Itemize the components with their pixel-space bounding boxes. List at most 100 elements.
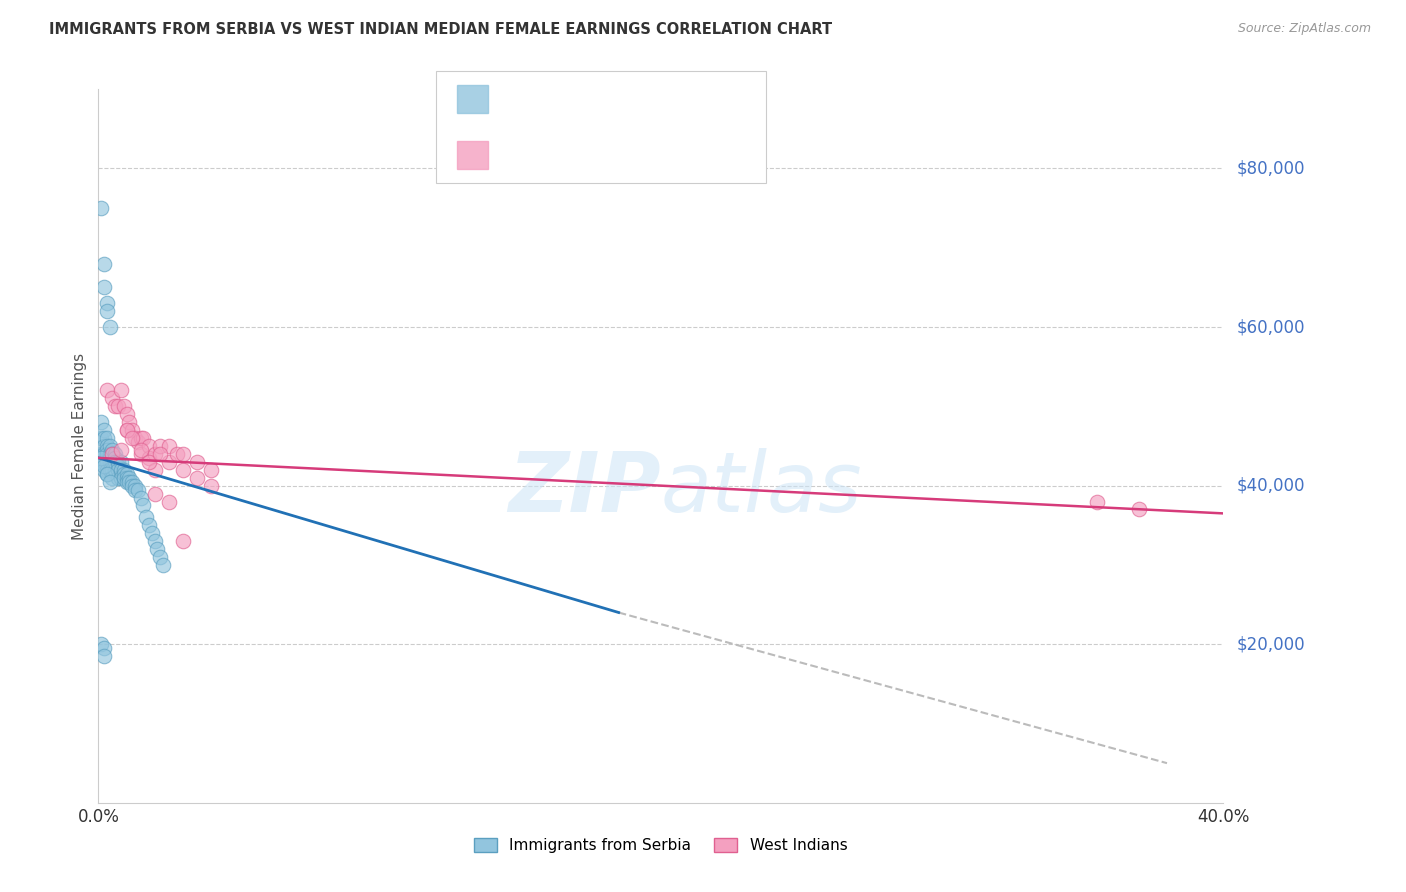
Point xyxy=(172,534,194,549)
Point xyxy=(115,407,138,421)
Point xyxy=(157,455,180,469)
Point xyxy=(104,400,127,414)
Point xyxy=(96,467,118,481)
Point xyxy=(96,447,118,461)
Y-axis label: Median Female Earnings: Median Female Earnings xyxy=(72,352,87,540)
Point xyxy=(132,431,155,445)
Point xyxy=(138,439,160,453)
Point xyxy=(104,463,127,477)
Point xyxy=(124,478,146,492)
Point xyxy=(107,471,129,485)
Point xyxy=(96,296,118,310)
Point xyxy=(118,415,141,429)
Point xyxy=(143,486,166,500)
Point xyxy=(101,455,124,469)
Point xyxy=(96,463,118,477)
Point xyxy=(104,455,127,469)
Point xyxy=(110,455,132,469)
Point xyxy=(96,455,118,469)
Point xyxy=(98,455,121,469)
Text: ZIP: ZIP xyxy=(508,449,661,529)
Point xyxy=(129,442,152,457)
Point xyxy=(138,450,160,465)
Point xyxy=(98,320,121,334)
Point xyxy=(112,400,135,414)
Point xyxy=(107,455,129,469)
Point xyxy=(90,447,112,461)
Point xyxy=(166,447,188,461)
Point xyxy=(93,257,115,271)
Point xyxy=(127,483,149,497)
Point xyxy=(149,439,172,453)
Point xyxy=(107,400,129,414)
Text: $80,000: $80,000 xyxy=(1237,160,1306,178)
Point xyxy=(121,423,143,437)
Point xyxy=(93,439,115,453)
Point xyxy=(200,463,222,477)
Point xyxy=(115,471,138,485)
Point xyxy=(93,423,115,437)
Point xyxy=(115,423,138,437)
Point xyxy=(115,423,138,437)
Point xyxy=(152,558,174,572)
Point xyxy=(129,491,152,505)
Point xyxy=(90,415,112,429)
Point xyxy=(143,534,166,549)
Point xyxy=(1085,494,1108,508)
Point xyxy=(90,450,112,465)
Text: IMMIGRANTS FROM SERBIA VS WEST INDIAN MEDIAN FEMALE EARNINGS CORRELATION CHART: IMMIGRANTS FROM SERBIA VS WEST INDIAN ME… xyxy=(49,22,832,37)
Point xyxy=(115,467,138,481)
Point xyxy=(112,467,135,481)
Text: $40,000: $40,000 xyxy=(1237,476,1306,495)
Point xyxy=(200,478,222,492)
Point xyxy=(112,471,135,485)
Point xyxy=(101,463,124,477)
Point xyxy=(127,435,149,450)
Point xyxy=(96,439,118,453)
Point xyxy=(90,431,112,445)
Point xyxy=(96,384,118,398)
Point xyxy=(93,463,115,477)
Point xyxy=(93,649,115,664)
Point xyxy=(93,447,115,461)
Point xyxy=(107,463,129,477)
Point xyxy=(172,447,194,461)
Point xyxy=(93,280,115,294)
Point xyxy=(104,447,127,461)
Point xyxy=(186,471,208,485)
Point xyxy=(112,463,135,477)
Point xyxy=(101,392,124,406)
Point xyxy=(90,637,112,651)
Point xyxy=(101,447,124,461)
Text: R =: R = xyxy=(499,148,533,162)
Point xyxy=(96,442,118,457)
Point xyxy=(118,471,141,485)
Point xyxy=(124,431,146,445)
Point xyxy=(124,483,146,497)
Text: 75: 75 xyxy=(668,92,689,106)
Point xyxy=(110,384,132,398)
Point xyxy=(132,499,155,513)
Point xyxy=(121,478,143,492)
Point xyxy=(115,475,138,489)
Point xyxy=(93,641,115,656)
Point xyxy=(135,510,157,524)
Text: 42: 42 xyxy=(668,148,689,162)
Point xyxy=(101,442,124,457)
Point xyxy=(186,455,208,469)
Text: atlas: atlas xyxy=(661,449,862,529)
Point xyxy=(98,463,121,477)
Point xyxy=(118,475,141,489)
Text: N =: N = xyxy=(626,92,659,106)
Text: R =: R = xyxy=(499,92,533,106)
Point xyxy=(172,463,194,477)
Point xyxy=(143,463,166,477)
Point xyxy=(138,518,160,533)
Text: N =: N = xyxy=(626,148,659,162)
Point xyxy=(96,431,118,445)
Point xyxy=(149,549,172,564)
Point xyxy=(121,431,143,445)
Point xyxy=(96,467,118,481)
Point xyxy=(96,304,118,318)
Point xyxy=(110,463,132,477)
